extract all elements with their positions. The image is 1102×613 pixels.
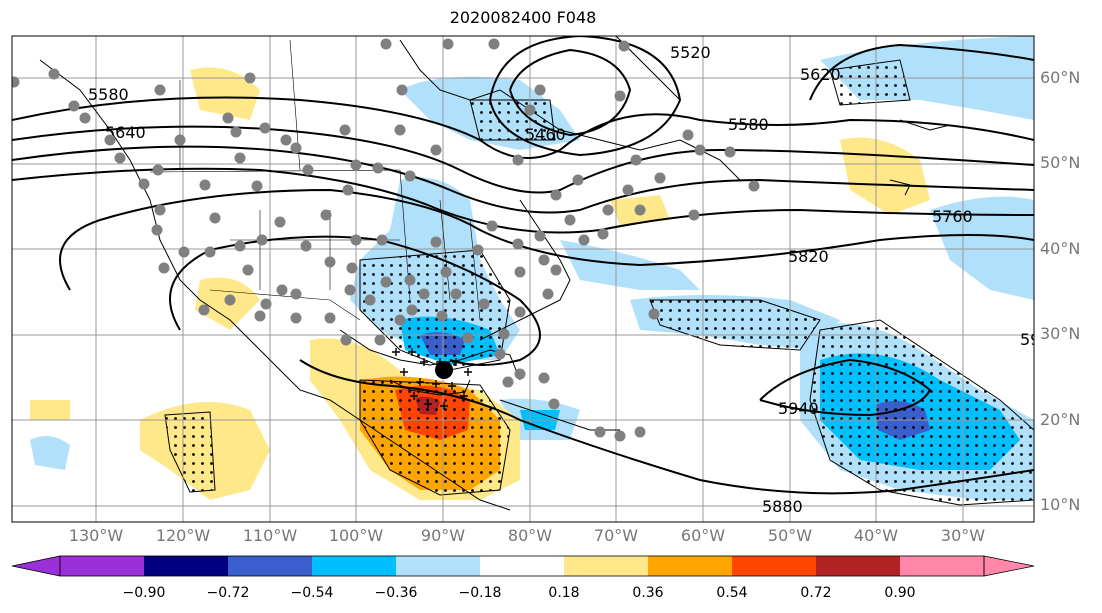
longitude-label: 80°W [507,526,553,545]
contour-label: 59 [1020,330,1040,349]
longitude-label: 50°W [767,526,813,545]
contour-label: 5880 [762,497,803,516]
contour-label: 5520 [670,43,711,62]
colorbar-tick-label: 0.36 [632,585,664,601]
contour-5700 [12,145,1034,214]
graticule [12,36,1034,522]
contour-5580 [12,96,1034,159]
light-blue-region-far-east [930,196,1034,300]
yellow-region-pacific-small [30,400,70,420]
colorbar-tick-label: 0.72 [800,585,832,601]
light-blue-region-pacific [30,436,70,470]
colorbar-tick-label: −0.90 [122,585,166,601]
contour-5640 [12,125,1034,194]
colorbar-swatch [900,556,984,576]
longitude-label: 120°W [155,526,211,545]
latitude-label: 50°N [1040,153,1081,172]
colorbar-swatch [228,556,312,576]
colorbar-tick-label: 0.18 [548,585,580,601]
contour-label: 5820 [788,247,829,266]
longitude-label: 60°W [680,526,726,545]
contour-5520 [489,36,682,157]
longitude-label: 130°W [68,526,124,545]
contour-label: 5640 [105,123,146,142]
colorbar-swatch [564,556,648,576]
contour-5940 [759,358,932,417]
longitude-label: 70°W [593,526,639,545]
contour-5820 [59,188,1034,291]
colorbar-high-arrow [983,555,1035,577]
latitude-label: 30°N [1040,324,1081,343]
colorbar-swatch [396,556,480,576]
longitude-label: 30°W [940,526,986,545]
latitude-label: 20°N [1040,410,1081,429]
contour-5880 [169,235,541,366]
contour-label: 5460 [525,125,566,144]
stippled-region-northatlantic [829,59,911,106]
plus-markers [392,348,472,410]
stippled-region-atlantic [809,319,1034,506]
colorbar-tick-label: −0.72 [206,585,250,601]
station-dots [12,38,760,442]
height-contours [12,36,1034,495]
colorbar-low-arrow [11,555,61,577]
yellow-region-canada [190,67,260,120]
colorbar [11,555,1035,577]
map-title: 2020082400 F048 [449,8,597,27]
contour-label: 5620 [800,65,841,84]
latitude-label: 40°N [1040,239,1081,258]
contour-label: 5940 [778,399,819,418]
stippled-region-pacific [164,411,216,493]
colorbar-swatch [648,556,732,576]
colorbar-tick-label: 0.54 [716,585,748,601]
contour-labels: 5580 5640 5460 5520 5620 5580 5760 5820 … [88,43,1040,516]
colorbar-tick-label: −0.18 [458,585,502,601]
latitude-label: 60°N [1040,68,1081,87]
contour-label: 5580 [728,115,769,134]
longitude-label: 110°W [242,526,298,545]
anomaly-shading [30,36,1034,506]
longitude-label: 40°W [853,526,899,545]
contour-5460 [509,48,632,137]
stippled-region-mid-atlantic [649,299,821,351]
stippled-region-mexico [359,379,511,496]
contour-label: 5760 [932,207,973,226]
colorbar-swatch [312,556,396,576]
colorbar-swatch [144,556,228,576]
latitude-label: 10°N [1040,495,1081,514]
contour-5760 [12,167,1034,234]
colorbar-tick-label: 0.90 [884,585,916,601]
contour-5620-n [809,43,1034,101]
longitude-label: 90°W [420,526,466,545]
longitude-label: 100°W [328,526,384,545]
colorbar-swatch [816,556,900,576]
colorbar-swatch [480,556,564,576]
contour-5880-south [299,359,1034,495]
colorbar-swatch [732,556,816,576]
colorbar-tick-label: −0.54 [290,585,334,601]
colorbar-tick-label: −0.36 [374,585,418,601]
storm-center-marker [435,361,453,379]
colorbar-swatch [60,556,144,576]
contour-label: 5580 [88,85,129,104]
